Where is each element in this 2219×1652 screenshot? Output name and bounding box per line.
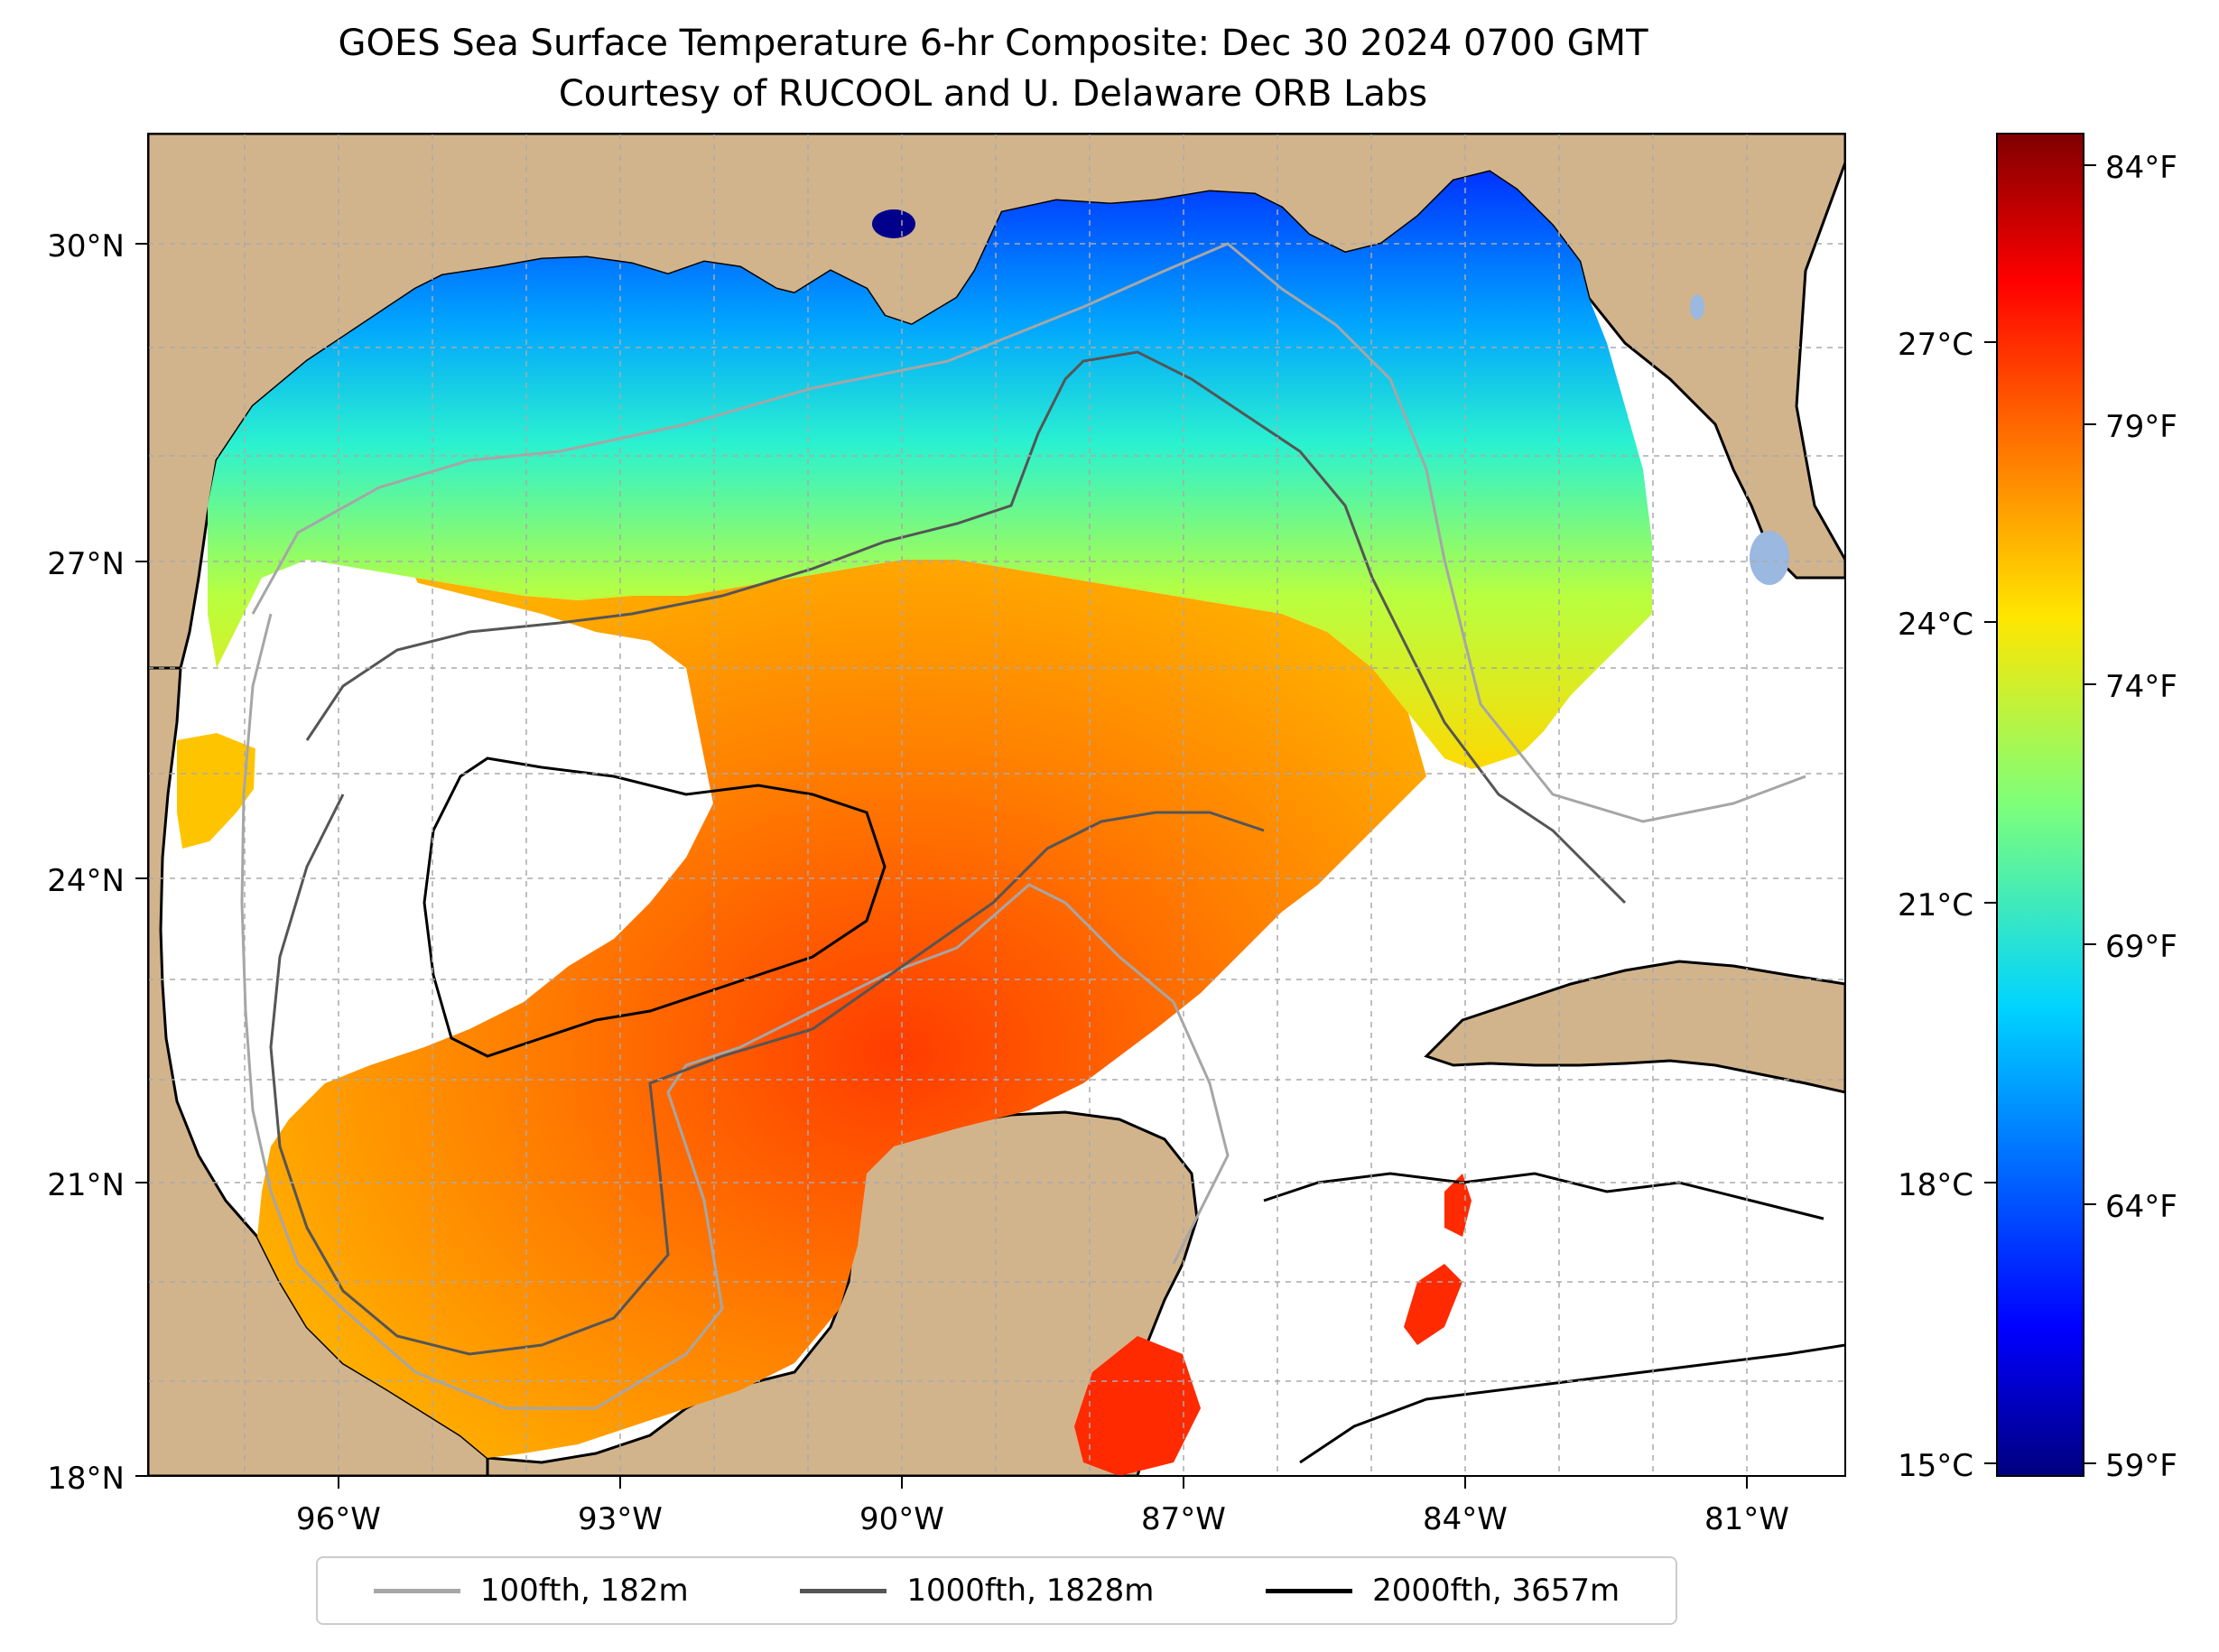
celsius-label: 15°C xyxy=(1898,1448,1973,1484)
contour-legend: 100fth, 182m 1000fth, 1828m 2000fth, 365… xyxy=(316,1556,1677,1625)
fahrenheit-label: 69°F xyxy=(2105,929,2177,965)
lat-label: 18°N xyxy=(47,1461,125,1497)
celsius-label: 24°C xyxy=(1898,607,1973,643)
legend-item-2000fth: 2000fth, 3657m xyxy=(1266,1573,1620,1609)
fahrenheit-label: 74°F xyxy=(2105,669,2177,705)
celsius-label: 27°C xyxy=(1898,327,1973,363)
legend-line-100fth xyxy=(373,1588,460,1593)
contour-100fth xyxy=(240,242,1806,1410)
legend-label: 2000fth, 3657m xyxy=(1372,1573,1620,1609)
lat-axis xyxy=(135,243,148,1477)
fahrenheit-label: 64°F xyxy=(2105,1189,2177,1225)
legend-line-2000fth xyxy=(1266,1588,1353,1593)
lon-label: 93°W xyxy=(578,1501,663,1537)
legend-line-1000fth xyxy=(800,1588,887,1593)
lat-label: 30°N xyxy=(47,228,125,265)
colorbar-fahrenheit-ticks xyxy=(2084,164,2096,1464)
lon-label: 96°W xyxy=(296,1501,381,1537)
colorbar-celsius-ticks xyxy=(1984,341,1997,1464)
lon-axis xyxy=(338,1476,1748,1489)
land-cuba xyxy=(1424,960,1845,1094)
lat-label: 21°N xyxy=(47,1167,125,1203)
colorbar xyxy=(1996,133,2084,1477)
legend-item-100fth: 100fth, 182m xyxy=(373,1573,689,1609)
fahrenheit-label: 84°F xyxy=(2105,150,2177,186)
sst-west-patch xyxy=(177,733,257,849)
nodata-eastern-gulf xyxy=(1110,740,1845,1146)
celsius-label: 18°C xyxy=(1898,1167,1973,1203)
lake-small xyxy=(1690,294,1704,320)
legend-item-1000fth: 1000fth, 1828m xyxy=(800,1573,1154,1609)
lon-label: 87°W xyxy=(1141,1501,1226,1537)
nodata-western-gulf xyxy=(251,569,695,1110)
fahrenheit-label: 79°F xyxy=(2105,409,2177,445)
map-gridlines xyxy=(148,134,1845,1476)
sst-red-patch-3 xyxy=(1074,1336,1201,1476)
lake-okeechobee xyxy=(1750,531,1789,585)
legend-label: 1000fth, 1828m xyxy=(906,1573,1155,1609)
lon-label: 81°W xyxy=(1704,1501,1789,1537)
map-subtitle: Courtesy of RUCOOL and U. Delaware ORB L… xyxy=(558,73,1428,115)
map-frame xyxy=(147,133,1846,1477)
map-content xyxy=(148,134,1845,1476)
legend-label: 100fth, 182m xyxy=(479,1573,689,1609)
contour-1000fth xyxy=(269,350,1627,1356)
map-title: GOES Sea Surface Temperature 6-hr Compos… xyxy=(338,23,1648,64)
fahrenheit-label: 59°F xyxy=(2105,1448,2177,1484)
lat-label: 24°N xyxy=(47,863,125,899)
sst-red-patch-2 xyxy=(1404,1264,1462,1345)
lon-label: 90°W xyxy=(859,1501,944,1537)
celsius-label: 21°C xyxy=(1898,887,1973,923)
lon-label: 84°W xyxy=(1423,1501,1508,1537)
lat-label: 27°N xyxy=(47,546,125,582)
sst-northern-shelf xyxy=(208,172,1652,776)
lake-pontchartrain xyxy=(872,209,915,238)
